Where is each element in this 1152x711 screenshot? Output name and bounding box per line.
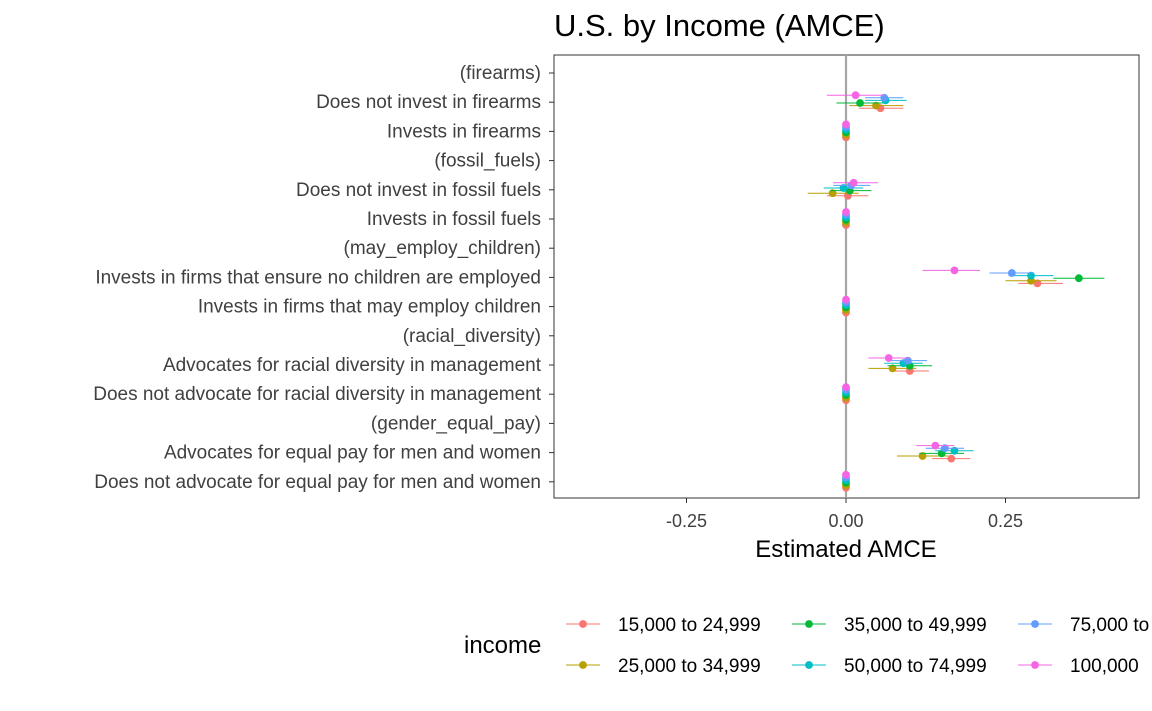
legend-item-25-000-to-34-999: 25,000 to 34,999 [566, 656, 761, 677]
data-point [851, 91, 860, 100]
x-axis-title: Estimated AMCE [755, 536, 936, 563]
data-point [903, 356, 912, 365]
y-tick-label-invests-in-firearms: Invests in firearms [387, 121, 541, 142]
legend-key-point [1031, 620, 1039, 628]
legend-label: 15,000 to 24,999 [618, 615, 761, 636]
y-tick-label-does-not-advocate-for-racial-diversity-in-management: Does not advocate for racial diversity i… [93, 384, 542, 405]
legend-key-point [579, 661, 587, 669]
data-point [940, 444, 949, 453]
x-tick-label: -0.25 [666, 511, 707, 531]
legend-item-50-000-to-74-999: 50,000 to 74,999 [792, 656, 987, 677]
legend-key-point [1031, 661, 1039, 669]
y-tick-label-advocates-for-equal-pay-for-men-and-women: Advocates for equal pay for men and wome… [164, 443, 541, 464]
y-tick-label-invests-in-fossil-fuels: Invests in fossil fuels [367, 209, 541, 230]
legend-item-35-000-to-49-999: 35,000 to 49,999 [792, 615, 987, 636]
data-point [950, 446, 959, 455]
data-point [842, 295, 850, 304]
y-tick-label-fossil-fuels: (fossil_fuels) [434, 151, 541, 172]
data-point [839, 184, 848, 192]
y-tick-label-invests-in-firms-that-ensure-no-children-are-employed: Invests in firms that ensure no children… [95, 267, 541, 288]
data-point [950, 266, 959, 275]
data-point [1027, 271, 1035, 280]
y-tick-label-may-employ-children: (may_employ_children) [344, 238, 541, 259]
y-tick-label-racial-diversity: (racial_diversity) [403, 326, 541, 347]
data-point [842, 208, 850, 216]
legend-item-15-000-to-24-999: 15,000 to 24,999 [566, 615, 761, 636]
data-point [1007, 269, 1016, 277]
data-point [872, 101, 880, 110]
data-point [1033, 279, 1042, 288]
data-point [842, 383, 850, 392]
data-point [1074, 274, 1083, 283]
data-point [849, 178, 858, 187]
legend-label: 35,000 to 49,999 [844, 615, 987, 636]
data-point [947, 454, 956, 463]
data-point [884, 354, 893, 362]
x-tick-label: 0.25 [988, 511, 1023, 531]
data-point [828, 189, 837, 198]
legend-item-100-000: 100,000 [1018, 656, 1139, 677]
y-tick-label-advocates-for-racial-diversity-in-management: Advocates for racial diversity in manage… [163, 355, 542, 376]
series-100-000 [826, 91, 980, 479]
data-point [842, 120, 850, 129]
data-point [880, 93, 889, 102]
data-point [918, 452, 927, 460]
data-point [856, 99, 864, 107]
legend-label: 100,000 [1070, 656, 1139, 677]
x-tick-label: 0.00 [828, 511, 863, 531]
legend-label: 50,000 to 74,999 [844, 656, 987, 677]
data-point [888, 364, 897, 373]
series-50-000-to-74-999 [823, 96, 1054, 484]
y-tick-label-does-not-invest-in-firearms: Does not invest in firearms [316, 92, 541, 113]
y-tick-label-does-not-invest-in-fossil-fuels: Does not invest in fossil fuels [296, 180, 541, 201]
chart-title: U.S. by Income (AMCE) [554, 8, 885, 43]
y-tick-label-invests-in-firms-that-may-employ-children: Invests in firms that may employ childre… [198, 297, 541, 318]
y-tick-label-does-not-advocate-for-equal-pay-for-men-and-women: Does not advocate for equal pay for men … [94, 472, 541, 493]
legend-key-point [579, 620, 587, 628]
legend-label: 75,000 to [1070, 615, 1149, 636]
data-point [931, 441, 940, 450]
y-tick-label-gender-equal-pay: (gender_equal_pay) [371, 413, 541, 434]
data-point [842, 470, 850, 479]
legend-item-75-000-to: 75,000 to [1018, 615, 1149, 636]
legend-label: 25,000 to 34,999 [618, 656, 761, 677]
legend-key-point [805, 620, 813, 628]
y-tick-label-firearms: (firearms) [460, 63, 541, 84]
legend-title: income [464, 632, 541, 659]
legend-key-point [805, 661, 813, 669]
